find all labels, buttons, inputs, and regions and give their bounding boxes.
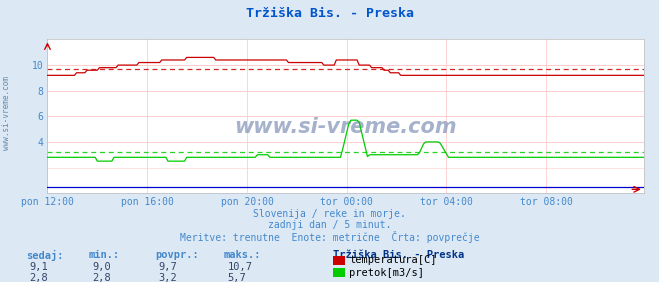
Text: www.si-vreme.com: www.si-vreme.com — [2, 76, 11, 150]
Text: www.si-vreme.com: www.si-vreme.com — [235, 117, 457, 137]
Text: 10,7: 10,7 — [227, 262, 252, 272]
Text: maks.:: maks.: — [224, 250, 262, 259]
Text: zadnji dan / 5 minut.: zadnji dan / 5 minut. — [268, 220, 391, 230]
Text: 9,1: 9,1 — [30, 262, 48, 272]
Text: Slovenija / reke in morje.: Slovenija / reke in morje. — [253, 209, 406, 219]
Text: Tržiška Bis. - Preska: Tržiška Bis. - Preska — [333, 250, 464, 259]
Text: 9,7: 9,7 — [158, 262, 177, 272]
Text: sedaj:: sedaj: — [26, 250, 64, 261]
Text: Meritve: trenutne  Enote: metrične  Črta: povprečje: Meritve: trenutne Enote: metrične Črta: … — [180, 231, 479, 243]
Text: 2,8: 2,8 — [30, 273, 48, 282]
Text: povpr.:: povpr.: — [155, 250, 198, 259]
Text: 2,8: 2,8 — [92, 273, 111, 282]
Text: min.:: min.: — [89, 250, 120, 259]
Text: 3,2: 3,2 — [158, 273, 177, 282]
Text: 9,0: 9,0 — [92, 262, 111, 272]
Text: Tržiška Bis. - Preska: Tržiška Bis. - Preska — [246, 7, 413, 20]
Text: pretok[m3/s]: pretok[m3/s] — [349, 268, 424, 278]
Text: temperatura[C]: temperatura[C] — [349, 255, 437, 265]
Text: 5,7: 5,7 — [227, 273, 246, 282]
